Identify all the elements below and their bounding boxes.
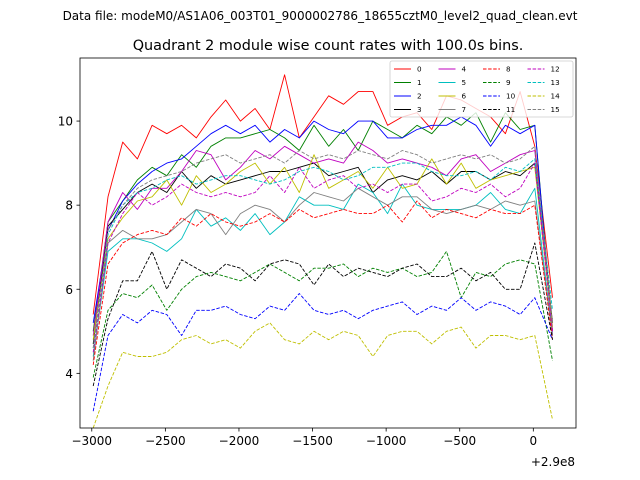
series-line-4 — [92, 141, 553, 336]
x-tick-label: −2500 — [145, 434, 186, 448]
series-line-13 — [92, 158, 553, 349]
series-line-1 — [92, 112, 553, 332]
series-line-11 — [92, 242, 553, 387]
series-line-3 — [92, 162, 553, 344]
x-tick-label: −1000 — [366, 434, 407, 448]
series-line-14 — [92, 322, 553, 429]
x-tick-label: −3000 — [71, 434, 112, 448]
y-axis-ticks: 4 6 8 10 — [58, 115, 80, 381]
legend-label-3: 3 — [417, 105, 422, 114]
plot-frame — [79, 57, 577, 429]
series-line-7 — [92, 187, 553, 361]
series-line-9 — [92, 250, 553, 378]
legend-label-15: 15 — [551, 105, 560, 114]
legend-label-14: 14 — [551, 92, 561, 101]
series-line-5 — [92, 183, 553, 357]
series-line-10 — [92, 293, 553, 412]
x-tick-label: −1500 — [292, 434, 333, 448]
legend-label-10: 10 — [506, 92, 516, 101]
x-axis-offset-label: +2.9e8 — [531, 455, 575, 469]
series-line-2 — [92, 116, 553, 336]
legend-label-12: 12 — [551, 65, 560, 74]
legend-label-11: 11 — [506, 105, 515, 114]
y-tick-label: 4 — [65, 367, 73, 381]
y-tick-label: 10 — [58, 115, 73, 129]
legend-label-8: 8 — [506, 65, 511, 74]
x-tick-label: −500 — [443, 434, 476, 448]
series-line-6 — [92, 154, 553, 340]
legend-label-1: 1 — [417, 78, 422, 87]
figure-suptitle: Data file: modeM0/AS1A06_003T01_90000027… — [63, 9, 578, 23]
series-line-8 — [92, 200, 553, 365]
legend-label-0: 0 — [417, 65, 422, 74]
chart-title: Quadrant 2 module wise count rates with … — [133, 38, 524, 54]
legend-label-5: 5 — [462, 78, 467, 87]
legend-label-13: 13 — [551, 78, 560, 87]
series-lines — [92, 74, 553, 429]
legend-label-9: 9 — [506, 78, 511, 87]
y-tick-label: 8 — [65, 199, 73, 213]
x-tick-label: −2000 — [219, 434, 260, 448]
legend-label-7: 7 — [462, 105, 467, 114]
legend-label-6: 6 — [462, 92, 467, 101]
series-line-15 — [92, 145, 553, 349]
x-tick-label: 0 — [529, 434, 537, 448]
legend-label-4: 4 — [462, 65, 467, 74]
x-axis-ticks: −3000 −2500 −2000 −1500 −1000 −500 0 — [71, 428, 537, 448]
legend-box — [389, 60, 574, 118]
y-tick-label: 6 — [65, 283, 73, 297]
legend-label-2: 2 — [417, 92, 422, 101]
series-line-12 — [92, 162, 553, 353]
